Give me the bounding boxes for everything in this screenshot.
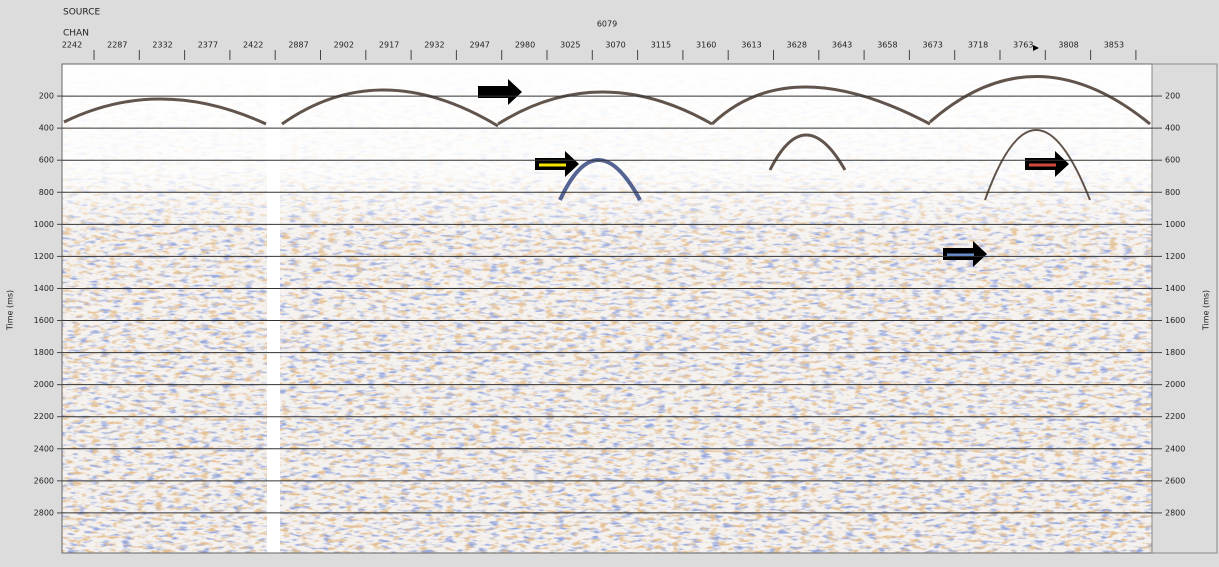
x-tick-label: 2242 — [62, 41, 82, 50]
y-tick-label-right: 600 — [1165, 156, 1180, 165]
x-tick-label: 2287 — [107, 41, 127, 50]
y-tick-label-right: 2400 — [1165, 444, 1185, 453]
x-tick-label: 3643 — [832, 41, 852, 50]
y-tick-label-right: 800 — [1165, 188, 1180, 197]
x-tick-label: 3115 — [651, 41, 671, 50]
x-tick-label: 2377 — [198, 41, 218, 50]
y-tick-label: 2000 — [34, 380, 54, 389]
x-tick-label: 3613 — [741, 41, 761, 50]
x-tick-label: 3763 — [1013, 41, 1033, 50]
y-tick-label: 800 — [39, 188, 54, 197]
y-tick-label-right: 1600 — [1165, 316, 1185, 325]
seismic-display: SOURCE CHAN 6079 Time (ms) Time (ms) 200… — [0, 0, 1219, 563]
shallow-fade — [62, 64, 1152, 553]
x-tick-label: 3673 — [923, 41, 943, 50]
x-tick-label: 2887 — [288, 41, 308, 50]
y-tick-label: 2400 — [34, 444, 54, 453]
x-tick-label: 2902 — [334, 41, 354, 50]
y-tick-label-right: 2600 — [1165, 476, 1185, 485]
chan-label: CHAN — [63, 29, 89, 39]
y-tick-label: 1400 — [34, 284, 54, 293]
x-tick-label: 2332 — [152, 41, 172, 50]
y-tick-label-right: 2000 — [1165, 380, 1185, 389]
x-tick-label: 3718 — [968, 41, 988, 50]
y-tick-label: 2200 — [34, 412, 54, 421]
y-tick-label-right: 400 — [1165, 124, 1180, 133]
x-tick-label: 2932 — [424, 41, 444, 50]
y-tick-label-right: 1000 — [1165, 220, 1185, 229]
x-tick-label: 3628 — [787, 41, 807, 50]
source-label: SOURCE — [63, 8, 100, 18]
x-tick-label: 2917 — [379, 41, 399, 50]
x-tick-label: 3853 — [1104, 41, 1124, 50]
y-tick-label: 200 — [39, 92, 54, 101]
y-tick-label: 2600 — [34, 476, 54, 485]
gap — [267, 64, 280, 553]
y-tick-label: 2800 — [34, 508, 54, 517]
x-tick-label: 3025 — [560, 41, 580, 50]
x-tick-label: 2947 — [470, 41, 490, 50]
y-tick-label: 1200 — [34, 252, 54, 261]
y-axis-label-right: Time (ms) — [1202, 290, 1211, 331]
y-tick-label-right: 1400 — [1165, 284, 1185, 293]
source-value: 6079 — [597, 20, 617, 29]
y-tick-label: 600 — [39, 156, 54, 165]
y-tick-label: 1800 — [34, 348, 54, 357]
y-tick-label: 1000 — [34, 220, 54, 229]
y-tick-label-right: 200 — [1165, 92, 1180, 101]
x-tick-label: 3808 — [1058, 41, 1078, 50]
y-tick-label-right: 1200 — [1165, 252, 1185, 261]
x-tick-label: 3658 — [877, 41, 897, 50]
y-tick-label: 1600 — [34, 316, 54, 325]
x-tick-label: 3160 — [696, 41, 716, 50]
x-tick-label: 2422 — [243, 41, 263, 50]
y-axis-label: Time (ms) — [6, 290, 15, 331]
y-tick-label-right: 1800 — [1165, 348, 1185, 357]
x-tick-label: 2980 — [515, 41, 535, 50]
x-tick-label: 3070 — [605, 41, 625, 50]
y-tick-label: 400 — [39, 124, 54, 133]
y-tick-label-right: 2800 — [1165, 508, 1185, 517]
y-tick-label-right: 2200 — [1165, 412, 1185, 421]
